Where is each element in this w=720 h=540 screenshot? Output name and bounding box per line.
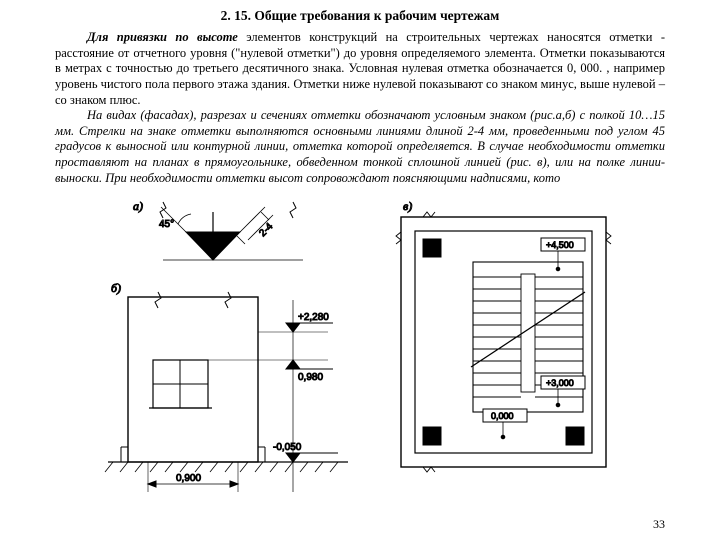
elev-2280: +2,280 <box>298 312 329 323</box>
figure-left: а) 45° 2-4 б) <box>103 192 353 507</box>
page-number: 33 <box>653 517 665 532</box>
section-title: 2. 15. Общие требования к рабочим чертеж… <box>55 8 665 24</box>
dim-0900: 0,900 <box>176 473 201 484</box>
elev-box-3000: +3,000 <box>546 378 574 388</box>
elev-box-0000: 0,000 <box>491 411 514 421</box>
fig-v-label: в) <box>403 199 412 213</box>
paragraph-2: На видах (фасадах), разрезах и сечениях … <box>55 108 665 186</box>
elev-0980: 0,980 <box>298 372 323 383</box>
figures: а) 45° 2-4 б) <box>55 192 665 507</box>
dim-2-4: 2-4 <box>257 221 275 239</box>
elev-m0050: -0,050 <box>273 442 302 453</box>
para1-lead: Для привязки по высоте <box>87 30 238 44</box>
figure-right: в) <box>383 192 618 507</box>
fig-b-label: б) <box>111 281 121 295</box>
angle-45: 45° <box>159 219 174 230</box>
elev-box-4500: +4,500 <box>546 240 574 250</box>
fig-a-label: а) <box>133 199 143 213</box>
paragraph-1: Для привязки по высоте элементов констру… <box>55 30 665 108</box>
